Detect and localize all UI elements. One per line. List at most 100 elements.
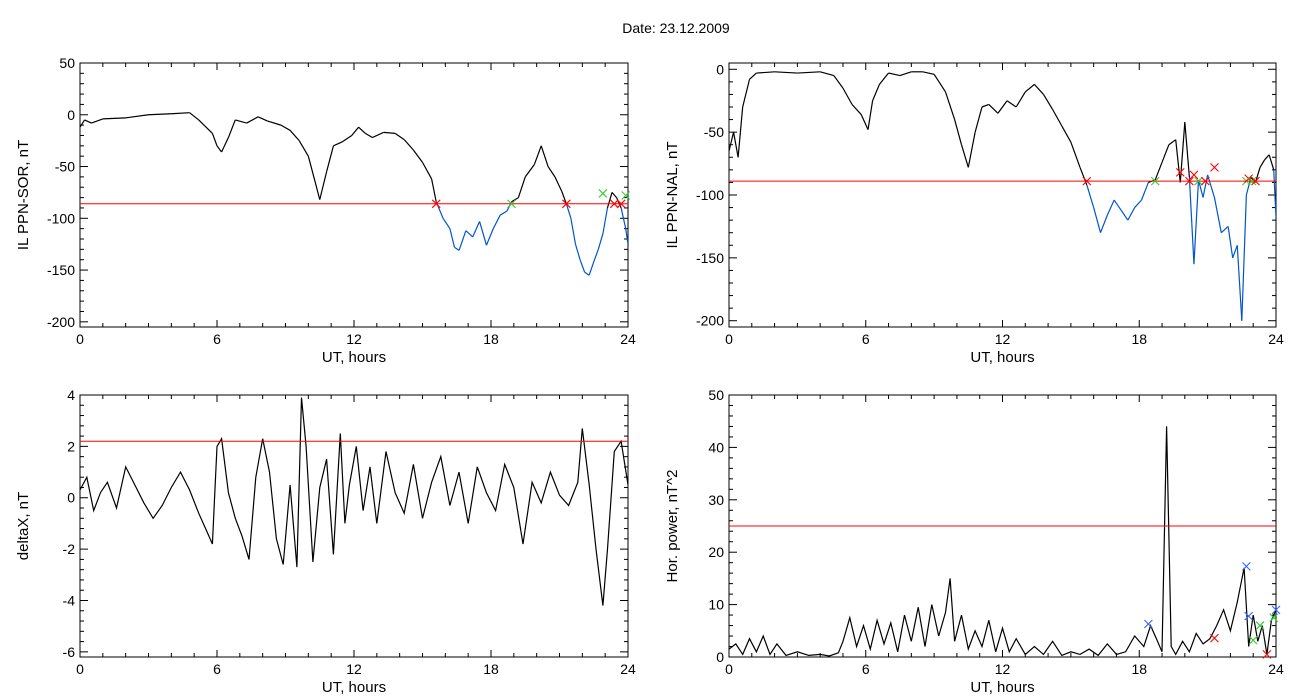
series-segment — [1154, 162, 1163, 181]
series-segment — [198, 119, 213, 134]
series-segment-below-threshold — [597, 233, 604, 250]
panel-deltax: 0 6 12 18 24 4 2 0 -2 -4 -6 UT, hours deltaX, nT — [15, 387, 636, 696]
series-segment-below-threshold — [602, 207, 609, 234]
series-line — [80, 397, 628, 606]
series-segment — [394, 132, 405, 141]
x-tick-label: 6 — [862, 331, 870, 347]
series-line — [729, 426, 1276, 657]
series-segment-below-threshold — [1134, 199, 1142, 208]
series-segment — [872, 84, 880, 101]
y-tick-label: 0 — [716, 649, 724, 665]
x-marker-green — [1255, 621, 1265, 630]
x-marker-red — [1210, 633, 1219, 643]
panel-hor-power: 0 6 12 18 24 0 10 20 30 40 50 UT, hours Hor. power, … — [664, 387, 1284, 696]
series-segment-below-threshold — [584, 271, 590, 276]
series-segment — [211, 133, 218, 147]
x-marker-red — [1262, 649, 1272, 659]
y-tick-label: -50 — [55, 159, 75, 175]
series-segment — [833, 75, 844, 89]
series-segment — [988, 104, 999, 114]
y-tick-label: -4 — [63, 592, 76, 608]
x-marker-green — [507, 199, 516, 209]
series-segment — [80, 119, 86, 128]
series-segment-below-threshold — [458, 230, 467, 251]
series-segment — [1015, 91, 1026, 108]
series-segment-below-threshold — [1188, 177, 1195, 265]
series-segment-below-threshold — [625, 228, 628, 245]
y-tick-label: 20 — [708, 544, 724, 560]
series-segment — [533, 145, 542, 165]
x-tick-label: 24 — [1268, 331, 1284, 347]
series-segment-below-threshold — [472, 221, 481, 238]
series-segment — [997, 100, 1008, 114]
series-segment — [820, 71, 835, 77]
series-segment-below-threshold — [454, 246, 460, 251]
x-tick-label: 6 — [213, 661, 221, 677]
series-segment-below-threshold — [442, 217, 451, 229]
series-segment — [342, 134, 353, 143]
x-tick-label: 18 — [1131, 331, 1147, 347]
series-segment — [554, 176, 563, 192]
series-segment — [358, 126, 366, 134]
y-axis-label: IL PPN-NAL, nT — [664, 142, 681, 249]
y-tick-label: -150 — [47, 262, 75, 278]
y-tick-label: -200 — [47, 314, 75, 330]
series-segment — [257, 116, 268, 122]
x-marker-red — [1210, 162, 1219, 172]
x-tick-label: 0 — [725, 331, 733, 347]
x-tick-label: 12 — [995, 661, 1011, 677]
series-segment — [189, 112, 200, 121]
series-segment-below-threshold — [570, 218, 577, 245]
series-segment-below-threshold — [593, 249, 599, 262]
x-marker-red — [616, 199, 626, 209]
series-segment-below-threshold — [1236, 245, 1243, 321]
series-segment — [227, 119, 236, 138]
series-segment — [954, 119, 963, 145]
figure-title: Date: 23.12.2009 — [622, 20, 730, 36]
series-segment-below-threshold — [1273, 169, 1276, 218]
x-marker-blue — [1244, 611, 1254, 621]
y-tick-label: 0 — [67, 490, 75, 506]
series-segment — [1024, 83, 1035, 93]
series-segment — [981, 103, 990, 108]
series-segment-below-threshold — [1093, 207, 1102, 233]
series-segment — [148, 113, 172, 116]
x-tick-label: 24 — [620, 331, 636, 347]
x-marker-red — [561, 199, 571, 209]
series-segment — [267, 120, 282, 126]
series-segment — [540, 145, 549, 167]
series-segment-below-threshold — [465, 230, 474, 238]
series-segment-below-threshold — [485, 228, 494, 246]
x-tick-label: 18 — [1131, 661, 1147, 677]
series-segment — [606, 192, 613, 209]
series-segment — [967, 132, 976, 168]
series-segment — [1264, 154, 1270, 161]
series-segment — [611, 192, 618, 198]
series-segment — [319, 171, 328, 200]
series-segment — [216, 145, 223, 153]
y-tick-label: 40 — [708, 439, 724, 455]
x-tick-label: 12 — [346, 661, 362, 677]
x-marker-green — [598, 189, 608, 198]
series-segment — [431, 178, 437, 202]
series-segment — [1184, 122, 1190, 178]
series-segment — [1006, 100, 1017, 108]
series-segment-below-threshold — [492, 214, 501, 229]
x-marker-red — [431, 199, 441, 209]
x-tick-label: 12 — [346, 331, 362, 347]
x-marker-green — [621, 191, 631, 200]
plot-frame — [79, 394, 629, 658]
x-tick-label: 18 — [483, 661, 499, 677]
series-segment — [933, 73, 947, 93]
series-segment — [616, 197, 622, 209]
series-segment-below-threshold — [479, 221, 488, 246]
x-marker-blue — [1241, 561, 1251, 571]
y-tick-label: 0 — [67, 107, 75, 123]
series-segment-below-threshold — [1086, 184, 1095, 208]
x-marker-blue — [1271, 605, 1281, 615]
series-segment-below-threshold — [499, 210, 508, 216]
series-segment-below-threshold — [1127, 207, 1136, 221]
x-axis-label: UT, hours — [322, 349, 386, 366]
series-segment — [171, 112, 190, 115]
y-tick-label: -200 — [696, 313, 724, 329]
